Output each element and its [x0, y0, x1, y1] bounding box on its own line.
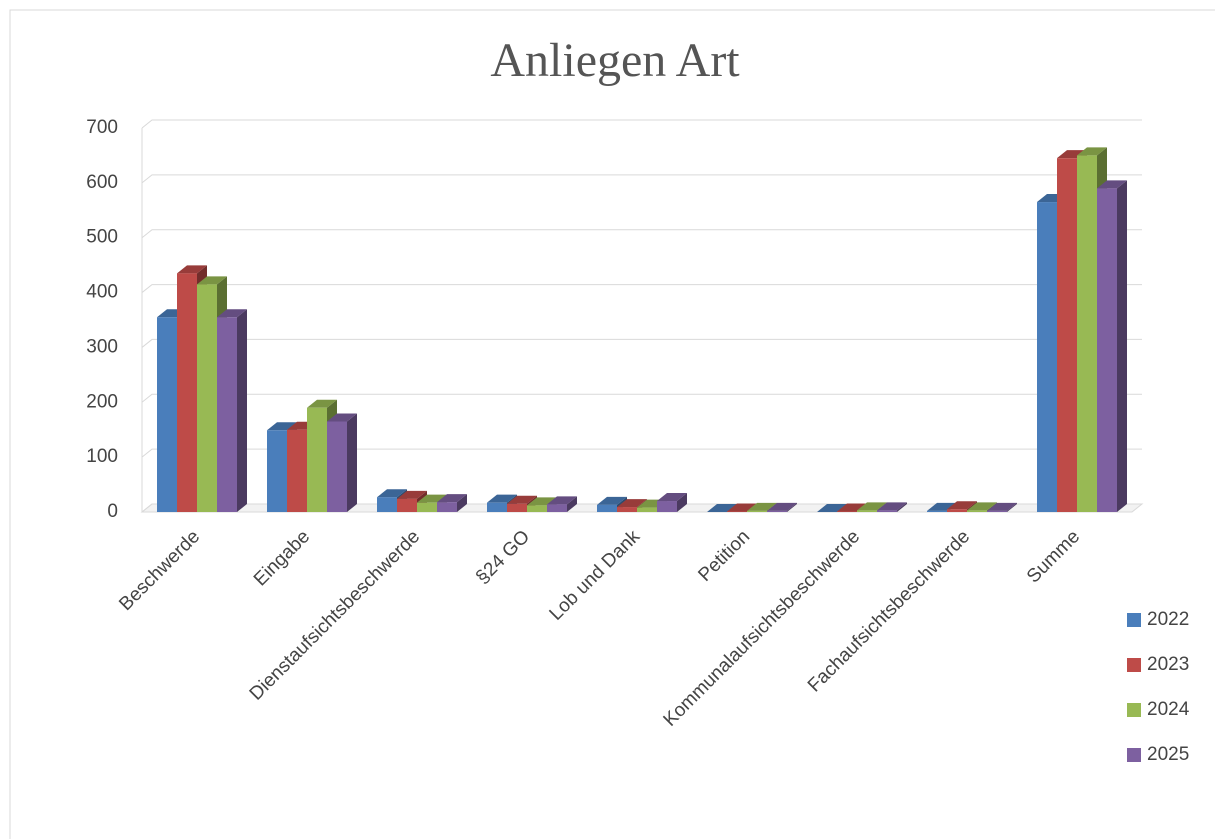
x-tick-label: Petition [694, 526, 754, 586]
bar [267, 430, 287, 512]
bar-top [597, 496, 627, 505]
bar [547, 504, 567, 512]
bar-top [987, 502, 1017, 511]
bar-top [1097, 180, 1127, 189]
bar-top [507, 495, 537, 504]
bar-top [967, 502, 997, 511]
grid-line [141, 338, 1142, 348]
bar-side [787, 502, 797, 512]
grid-line [141, 174, 1142, 184]
legend-label: 2024 [1147, 699, 1190, 720]
grid-line [141, 229, 1142, 239]
bar-top [197, 276, 227, 285]
bar [657, 501, 677, 512]
bar [217, 317, 237, 512]
bar-side [1007, 502, 1017, 512]
bar-top [487, 494, 517, 503]
bar [837, 511, 857, 512]
bar-top [177, 265, 207, 274]
legend-label: 2023 [1147, 654, 1189, 675]
bar [1057, 158, 1077, 512]
bar [987, 510, 1007, 512]
grid-line [141, 284, 1142, 293]
bar [857, 510, 877, 512]
chart-frame [9, 9, 1215, 839]
bar-top [437, 494, 467, 503]
bar [437, 502, 457, 512]
bar [877, 510, 897, 512]
bar [287, 429, 307, 512]
legend-swatch [1127, 748, 1141, 762]
bar-side [347, 413, 357, 512]
y-tick-label: 600 [86, 172, 118, 193]
y-tick-label: 500 [86, 227, 118, 248]
bar [617, 507, 637, 512]
y-tick-label: 100 [86, 446, 118, 467]
grid-line [141, 119, 1142, 129]
bar [487, 502, 507, 512]
bar [727, 511, 747, 512]
y-tick-label: 0 [107, 501, 118, 522]
legend-label: 2022 [1147, 609, 1189, 630]
x-tick-label: Beschwerde [115, 526, 204, 615]
bar [157, 317, 177, 512]
x-tick-label: Eingabe [250, 526, 314, 590]
bar [1097, 188, 1117, 513]
bar-top [397, 490, 427, 499]
bar-top [877, 502, 907, 511]
y-tick-label: 400 [86, 282, 118, 303]
y-tick-label: 200 [86, 391, 118, 412]
chart-title: Anliegen Art [490, 34, 740, 87]
bar-side [1117, 180, 1127, 513]
bar [327, 421, 347, 512]
y-tick-label: 700 [86, 117, 118, 138]
x-tick-label: Kommunalaufsichtsbeschwerde [660, 526, 865, 731]
x-tick-label: Lob und Dank [546, 526, 645, 625]
bar-top [377, 489, 407, 498]
bar-top [547, 496, 577, 505]
bar-top [327, 413, 357, 422]
bar-side [237, 309, 247, 512]
x-tick-label: §24 GO [472, 526, 534, 588]
bar [1077, 155, 1097, 512]
bar-top [1077, 147, 1107, 156]
bar [1037, 202, 1057, 513]
bar-side [897, 502, 907, 512]
grid-line [141, 503, 1142, 513]
bar-top [307, 399, 337, 408]
bar-top [767, 502, 797, 511]
legend-swatch [1127, 703, 1141, 717]
bar-side [567, 496, 577, 512]
bar [767, 510, 787, 512]
bar [377, 497, 397, 512]
bar-top [657, 493, 687, 502]
legend-label: 2025 [1147, 744, 1189, 765]
bar-side [457, 494, 467, 512]
bar [637, 507, 657, 512]
bar [947, 509, 967, 512]
bar [747, 510, 767, 512]
x-tick-label: Summe [1023, 526, 1084, 587]
grid-line [141, 393, 1142, 403]
y-tick-label: 300 [86, 336, 118, 357]
bar [177, 273, 197, 512]
bar-top [947, 501, 977, 510]
grid-line [141, 448, 1142, 458]
bar [507, 503, 527, 512]
bar [397, 498, 417, 512]
bar-top [617, 499, 647, 508]
bar-side [677, 493, 687, 512]
legend-swatch [1127, 658, 1141, 672]
bar-top [217, 309, 247, 318]
legend-swatch [1127, 613, 1141, 627]
bar [597, 504, 617, 512]
bar [967, 510, 987, 512]
bar [927, 510, 947, 512]
bar [527, 505, 547, 512]
bar [307, 407, 327, 512]
bar [197, 284, 217, 512]
bar [417, 502, 437, 512]
